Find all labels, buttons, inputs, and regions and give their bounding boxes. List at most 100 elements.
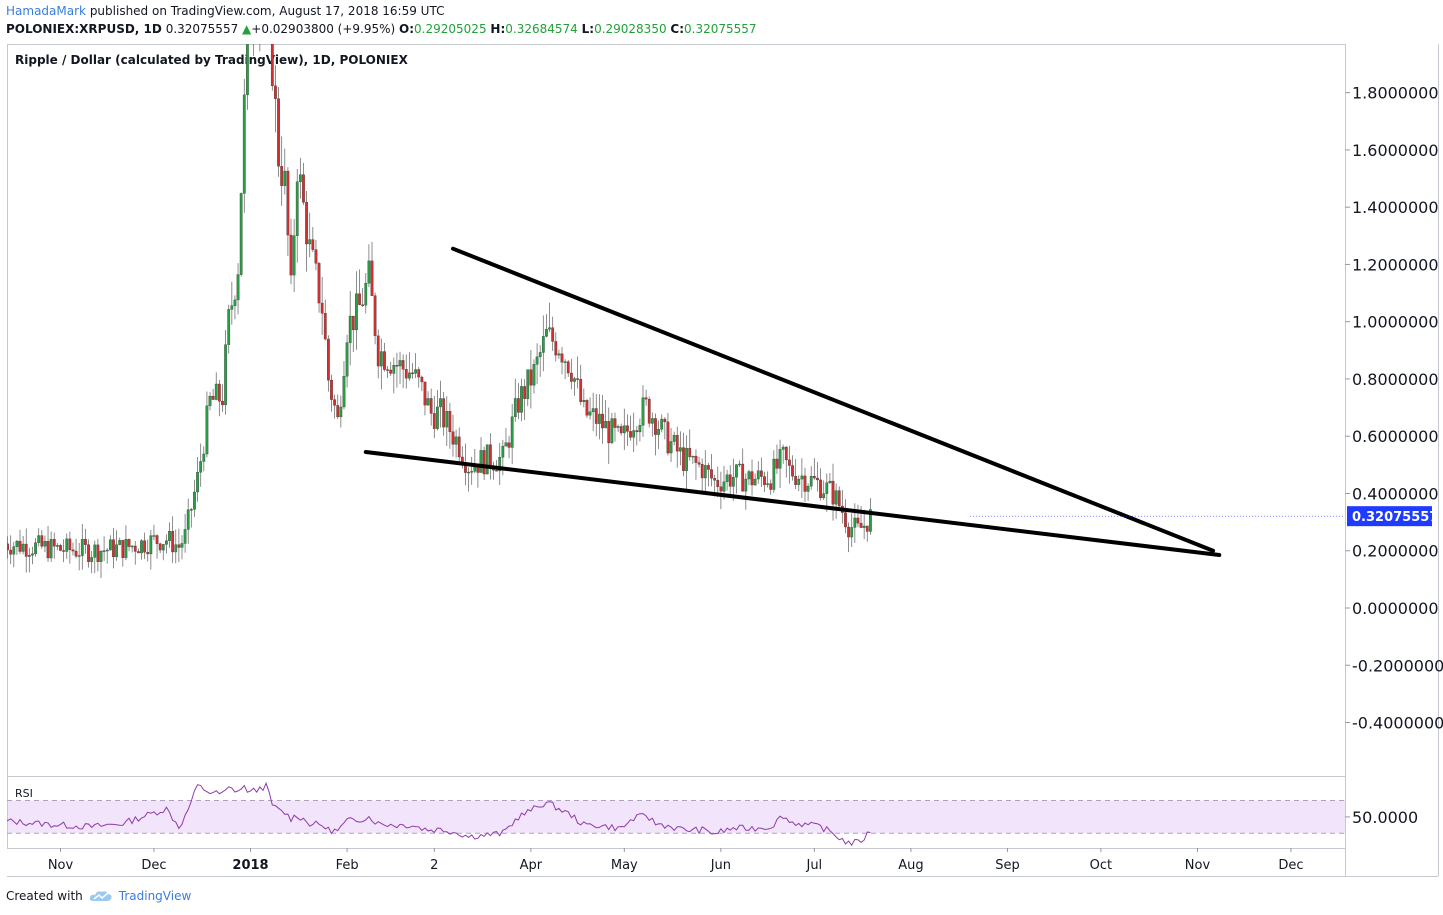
candle-body xyxy=(249,22,251,35)
candle-body xyxy=(84,539,87,545)
candle-body xyxy=(485,444,489,475)
candle-body xyxy=(246,44,249,96)
candle-body xyxy=(685,447,688,471)
candle-body xyxy=(756,470,760,480)
candle-body xyxy=(348,315,352,343)
candle-body xyxy=(333,399,336,406)
candle-body xyxy=(607,421,611,444)
candle-body xyxy=(582,400,586,402)
candle-body xyxy=(862,525,866,528)
candle-body xyxy=(311,239,315,250)
y-tick-label: 1.2000000 xyxy=(1352,255,1439,274)
candle-body xyxy=(759,470,763,477)
candle-body xyxy=(211,395,215,400)
candle-body xyxy=(579,378,583,402)
candle-body xyxy=(442,398,446,428)
candle-body xyxy=(588,411,592,416)
candle-body xyxy=(694,455,698,463)
candle-body xyxy=(140,540,143,554)
candle-body xyxy=(663,418,667,423)
candle-body xyxy=(383,351,386,370)
candle-body xyxy=(551,327,555,342)
candle-body xyxy=(280,166,284,186)
tradingview-cloud-icon xyxy=(89,891,112,901)
candle-body xyxy=(545,329,548,337)
candle-body xyxy=(722,481,726,492)
candle-body xyxy=(27,554,31,557)
candle-body xyxy=(501,445,505,458)
publisher-name[interactable]: HamadaMark xyxy=(6,4,86,18)
candle-body xyxy=(180,543,184,548)
x-tick-label: Dec xyxy=(141,858,166,873)
candle-body xyxy=(809,476,813,487)
candle-body xyxy=(488,444,492,468)
candle-body xyxy=(62,550,65,552)
candle-body xyxy=(320,302,324,314)
candle-body xyxy=(15,540,19,547)
candle-body xyxy=(616,426,620,428)
candle-body xyxy=(791,465,794,477)
candle-body xyxy=(130,545,134,548)
candle-body xyxy=(158,543,162,551)
y-tick-label: 0.4000000 xyxy=(1352,484,1439,503)
candle-body xyxy=(74,550,78,557)
candle-body xyxy=(828,480,832,483)
y-tick-label: 0.8000000 xyxy=(1352,370,1439,389)
candle-body xyxy=(277,98,280,167)
change-value: +0.02903800 (+9.95%) xyxy=(251,22,396,36)
candle-body xyxy=(507,442,511,448)
rsi-line xyxy=(7,781,871,847)
tradingview-brand[interactable]: TradingView xyxy=(118,889,192,903)
y-tick-label: 1.4000000 xyxy=(1352,198,1439,217)
candle-body xyxy=(186,509,190,530)
candle-body xyxy=(735,464,738,478)
x-tick-label: 2018 xyxy=(232,858,268,873)
candle-body xyxy=(174,544,178,553)
up-triangle-icon: ▲ xyxy=(242,22,252,36)
y-tick-label: 0.6000000 xyxy=(1352,427,1439,446)
low-label: L: xyxy=(581,22,595,36)
x-tick-label: Aug xyxy=(898,858,923,873)
candle-body xyxy=(102,550,106,552)
candle-body xyxy=(379,351,383,367)
candle-body xyxy=(650,418,654,424)
candle-body xyxy=(703,465,707,479)
candle-body xyxy=(252,22,254,23)
candle-body xyxy=(395,365,399,367)
candle-body xyxy=(12,546,16,555)
y-tick-label: 0.2000000 xyxy=(1352,542,1439,561)
candle-body xyxy=(495,469,498,472)
candle-body xyxy=(7,543,9,551)
candle-body xyxy=(417,369,421,378)
candle-body xyxy=(49,539,53,559)
candle-body xyxy=(869,509,872,532)
candle-body xyxy=(529,369,533,386)
candle-body xyxy=(638,425,642,433)
candle-body xyxy=(569,372,573,382)
x-tick-label: Jul xyxy=(805,858,822,873)
candle-body xyxy=(208,395,212,407)
candle-body xyxy=(585,400,589,416)
candle-body xyxy=(121,540,125,558)
candle-body xyxy=(193,491,196,510)
y-tick-label: 1.0000000 xyxy=(1352,313,1439,332)
candle-body xyxy=(769,483,773,490)
candle-body xyxy=(660,418,664,430)
candle-body xyxy=(302,174,305,203)
candle-body xyxy=(666,421,670,454)
candle-body xyxy=(217,383,221,402)
candle-body xyxy=(256,22,258,23)
candle-body xyxy=(112,539,115,558)
candle-body xyxy=(436,406,439,429)
candle-body xyxy=(448,411,452,432)
candle-body xyxy=(414,369,417,374)
x-tick-label: Sep xyxy=(995,858,1020,873)
candle-body xyxy=(806,485,810,492)
candle-body xyxy=(563,361,567,363)
candle-body xyxy=(336,405,340,418)
candle-body xyxy=(847,526,850,538)
candle-body xyxy=(40,535,44,547)
candle-body xyxy=(127,539,131,547)
candle-body xyxy=(342,376,346,408)
